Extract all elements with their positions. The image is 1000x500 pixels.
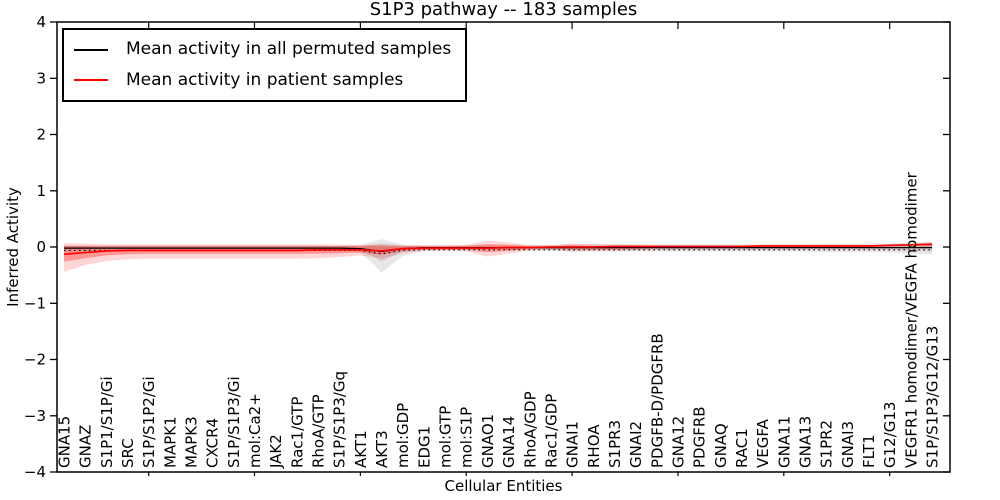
x-tick-label: PDGFRB — [691, 406, 709, 468]
y-tick-label: −3 — [24, 407, 46, 425]
x-tick-label: S1P/S1P3/Gq — [331, 371, 349, 468]
x-tick-label: CXCR4 — [204, 418, 222, 468]
x-tick-label: AKT3 — [373, 430, 391, 468]
x-tick-label: S1PR2 — [818, 420, 836, 468]
x-tick-label: GNAI1 — [564, 421, 582, 468]
x-tick-label: VEGFR1 homodimer/VEGFA homodimer — [902, 171, 920, 468]
legend-label-patient: Mean activity in patient samples — [126, 69, 404, 90]
legend-item-permuted: Mean activity in all permuted samples — [74, 37, 451, 63]
y-axis-label: Inferred Activity — [4, 187, 22, 307]
x-tick-label: FLT1 — [860, 434, 878, 468]
patient-line-icon — [74, 79, 108, 82]
legend: Mean activity in all permuted samples Me… — [62, 28, 468, 102]
x-tick-label: S1P/S1P2/Gi — [140, 376, 158, 468]
y-tick-label: −2 — [24, 351, 46, 369]
y-tick-label: −4 — [24, 463, 46, 481]
x-tick-label: RAC1 — [733, 428, 751, 468]
legend-label-permuted: Mean activity in all permuted samples — [126, 39, 452, 59]
y-tick-label: 4 — [36, 13, 46, 31]
y-tick-label: 0 — [36, 238, 46, 256]
x-tick-label: mol:S1P — [458, 407, 476, 468]
series-mean-activity-in-patient-samples — [63, 243, 933, 256]
x-tick-label: EDG1 — [415, 426, 433, 468]
x-tick-label: GNA15 — [56, 416, 74, 468]
x-tick-label: SRC — [119, 438, 137, 468]
x-tick-label: mol:GDP — [394, 403, 412, 468]
x-tick-label: GNA11 — [775, 416, 793, 468]
y-tick-label: −1 — [24, 294, 46, 312]
x-tick-label: RHOA — [585, 424, 603, 468]
x-tick-label: Rac1/GTP — [288, 397, 306, 468]
x-tick-label: GNA14 — [500, 416, 518, 468]
x-axis-label: Cellular Entities — [444, 477, 563, 495]
permuted-line-icon — [74, 48, 108, 51]
x-tick-label: GNAO1 — [479, 414, 497, 468]
x-tick-label: GNA12 — [670, 416, 688, 468]
y-tick-label: 2 — [36, 126, 46, 144]
x-tick-label: S1P/S1P3/Gi — [225, 376, 243, 468]
chart-title: S1P3 pathway -- 183 samples — [369, 0, 638, 20]
legend-item-patient: Mean activity in patient samples — [74, 68, 451, 94]
x-tick-label: GNAQ — [712, 423, 730, 468]
x-tick-label: G12/G13 — [881, 402, 899, 468]
x-tick-label: GNAI3 — [839, 421, 857, 468]
x-tick-label: RhoA/GDP — [521, 391, 539, 468]
y-tick-label: 3 — [36, 69, 46, 87]
x-tick-label: mol:Ca2+ — [246, 393, 264, 468]
x-tick-label: JAK2 — [267, 434, 285, 469]
y-tick-label: 1 — [36, 182, 46, 200]
x-tick-label: VEGFA — [754, 418, 772, 468]
x-tick-label: S1P/S1P3/G12/G13 — [924, 326, 942, 468]
x-tick-label: S1PR3 — [606, 420, 624, 468]
x-tick-label: GNA13 — [797, 416, 815, 468]
x-tick-label: MAPK3 — [183, 416, 201, 468]
x-tick-label: Rac1/GDP — [542, 394, 560, 468]
x-tick-label: mol:GTP — [437, 406, 455, 468]
x-tick-label: MAPK1 — [161, 416, 179, 468]
x-tick-label: RhoA/GTP — [310, 394, 328, 468]
x-tick-label: AKT1 — [352, 430, 370, 468]
x-tick-label: S1P1/S1P/Gi — [98, 376, 116, 468]
x-tick-label: GNAI2 — [627, 421, 645, 468]
x-tick-label: PDGFB-D/PDGFRB — [648, 333, 666, 468]
x-tick-label: GNAZ — [77, 425, 95, 468]
